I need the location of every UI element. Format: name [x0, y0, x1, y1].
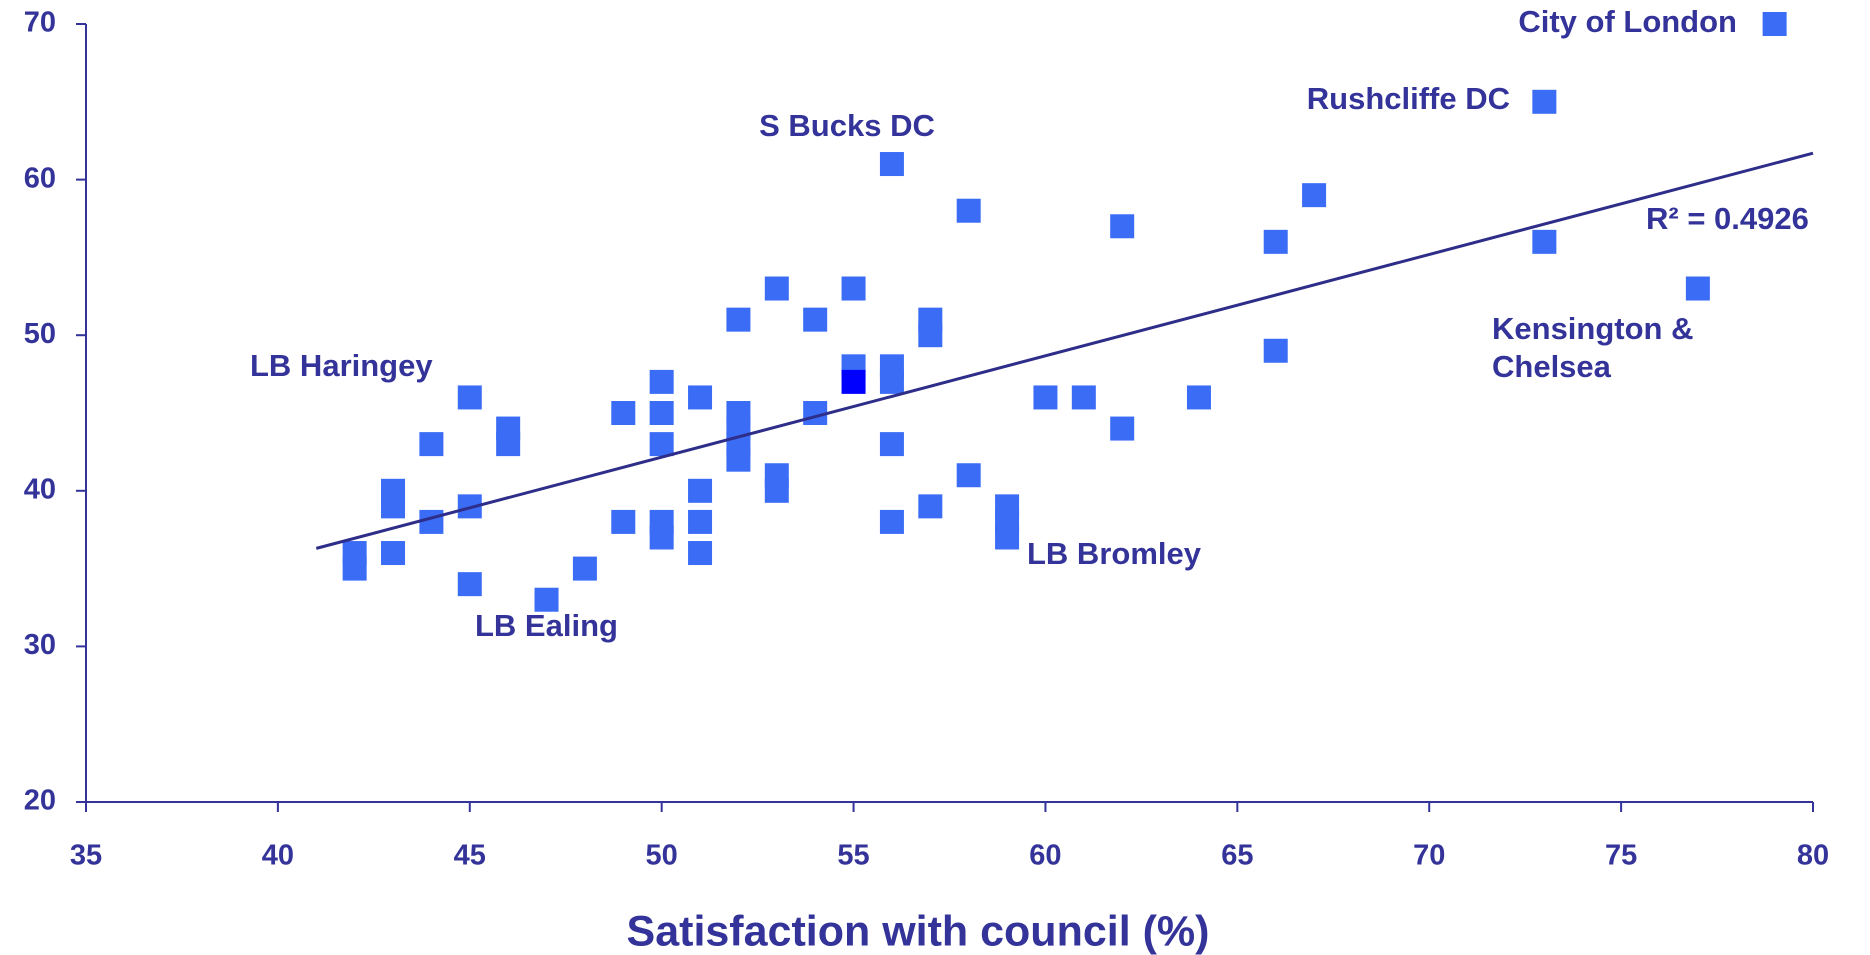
point [1186, 385, 1211, 410]
point [879, 509, 904, 534]
y-tick-label: 30 [24, 629, 56, 661]
annotation: Chelsea [1492, 349, 1612, 384]
point [688, 509, 713, 534]
point [879, 369, 904, 394]
x-tick-label: 35 [70, 840, 102, 872]
point [572, 556, 597, 581]
point [649, 432, 674, 457]
point [649, 401, 674, 425]
trendline [315, 151, 1814, 550]
point [419, 432, 444, 457]
point [457, 385, 482, 410]
point [726, 447, 751, 472]
point [1762, 12, 1787, 36]
x-tick-label: 75 [1605, 840, 1637, 872]
point [688, 478, 713, 503]
point [879, 432, 904, 457]
annotation: LB Haringey [250, 348, 433, 383]
point [1263, 229, 1288, 254]
point [918, 494, 943, 519]
point [1685, 276, 1710, 301]
point [496, 432, 521, 457]
x-tick-label: 55 [837, 840, 869, 872]
annotation: Rushcliffe DC [1307, 81, 1510, 116]
point [764, 276, 789, 301]
x-tick-label: 40 [262, 840, 294, 872]
y-tick-label: 70 [24, 7, 56, 39]
point [841, 276, 866, 301]
point [1302, 183, 1327, 208]
point [457, 572, 482, 597]
point [611, 509, 636, 534]
annotation: LB Bromley [1027, 536, 1202, 571]
x-tick-label: 60 [1029, 840, 1061, 872]
point [995, 525, 1020, 550]
point [649, 525, 674, 550]
x-tick-label: 80 [1797, 840, 1829, 872]
point [1110, 214, 1135, 239]
annotation: R² = 0.4926 [1646, 201, 1809, 236]
point [1033, 385, 1058, 410]
x-axis-label: Satisfaction with council (%) [627, 907, 1210, 955]
x-tick-label: 45 [454, 840, 486, 872]
point [381, 541, 406, 566]
point [956, 463, 981, 488]
point [764, 478, 789, 503]
point [1532, 229, 1557, 254]
point [879, 152, 904, 177]
y-tick-label: 20 [24, 785, 56, 817]
annotation: City of London [1518, 4, 1737, 39]
y-tick-label: 60 [24, 162, 56, 194]
point [1263, 338, 1288, 363]
point [841, 369, 866, 394]
point [534, 587, 559, 612]
point [1532, 89, 1557, 114]
y-tick-label: 50 [24, 318, 56, 350]
annotation: S Bucks DC [759, 108, 935, 143]
point [419, 509, 444, 534]
point [688, 541, 713, 566]
point [649, 369, 674, 394]
point [381, 494, 406, 519]
point [611, 401, 636, 425]
point [956, 198, 981, 223]
point [688, 385, 713, 410]
annotation: LB Ealing [475, 608, 618, 643]
y-tick-label: 40 [24, 473, 56, 505]
point [1110, 416, 1135, 441]
x-tick-label: 70 [1413, 840, 1445, 872]
point [1071, 385, 1096, 410]
x-tick-label: 50 [646, 840, 678, 872]
point [726, 307, 751, 332]
point [342, 556, 367, 581]
point [803, 307, 828, 332]
x-tick-label: 65 [1221, 840, 1253, 872]
point [918, 323, 943, 348]
annotation: Kensington & [1492, 311, 1694, 346]
